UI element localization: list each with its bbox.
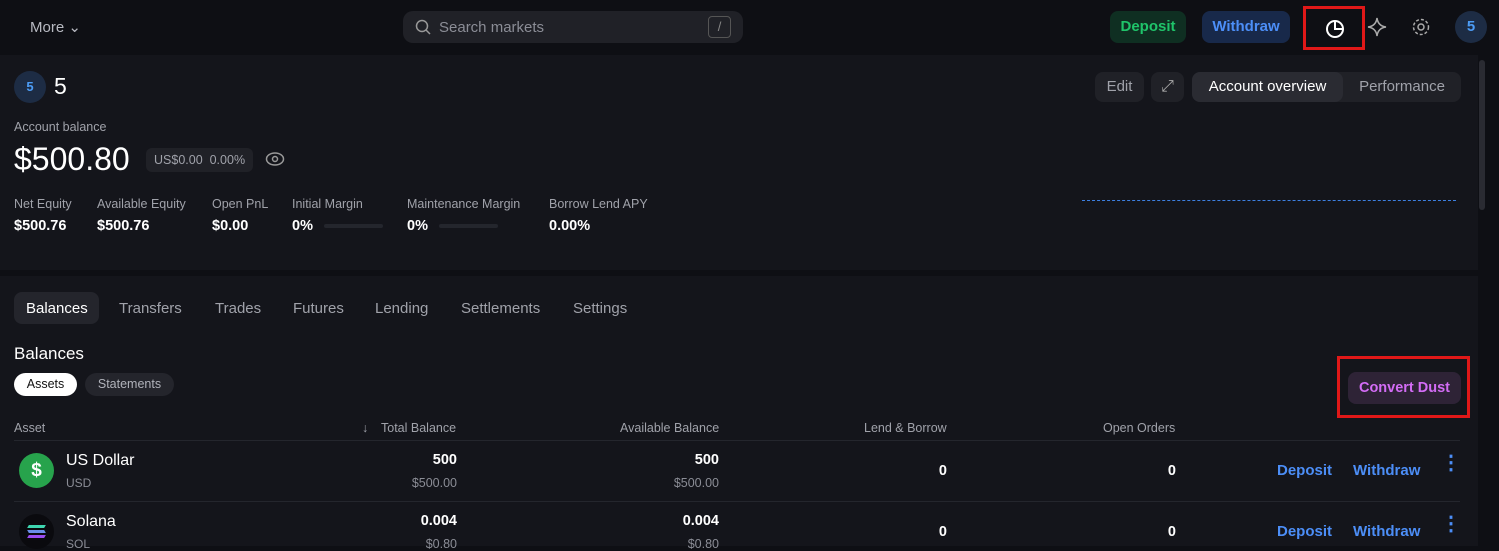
balance-chart-line bbox=[1082, 200, 1456, 201]
balance-change-badge: US$0.00 0.00% bbox=[146, 148, 254, 172]
stat-label: Available Equity bbox=[97, 197, 186, 211]
row-deposit-link[interactable]: Deposit bbox=[1277, 462, 1333, 479]
account-avatar: 5 bbox=[14, 71, 46, 103]
lend-borrow: 0 bbox=[938, 463, 947, 479]
stat-label: Borrow Lend APY bbox=[549, 197, 648, 211]
tab-settings[interactable]: Settings bbox=[573, 300, 628, 317]
search-input[interactable]: Search markets / bbox=[403, 11, 743, 43]
tab-balances[interactable] bbox=[14, 292, 99, 324]
withdraw-button[interactable]: Withdraw bbox=[1202, 11, 1290, 43]
available-balance: 0.004 bbox=[682, 513, 719, 529]
available-equity-value: $500.76 bbox=[97, 218, 150, 234]
more-label: More bbox=[30, 19, 65, 36]
tab-transfers[interactable]: Transfers bbox=[119, 300, 182, 317]
deposit-button[interactable]: Deposit bbox=[1110, 11, 1186, 43]
tab-performance[interactable]: Performance bbox=[1359, 78, 1445, 95]
stat-label: Net Equity bbox=[14, 197, 72, 211]
stat-label: Maintenance Margin bbox=[407, 197, 521, 211]
open-orders: 0 bbox=[1167, 524, 1176, 540]
stat-label: Open PnL bbox=[212, 197, 269, 211]
shortcut-hint: / bbox=[708, 16, 731, 38]
pie-chart-icon bbox=[1326, 20, 1344, 38]
usd-icon: $ bbox=[19, 453, 54, 488]
column-available-balance[interactable]: Available Balance bbox=[620, 421, 720, 435]
gear-icon[interactable] bbox=[1411, 17, 1431, 37]
portfolio-button[interactable] bbox=[1303, 6, 1365, 50]
more-options-icon[interactable]: ⋮ bbox=[1441, 453, 1461, 473]
maintenance-margin-bar bbox=[439, 224, 498, 228]
total-balance: 0.004 bbox=[420, 513, 457, 529]
column-lend-borrow[interactable]: Lend & Borrow bbox=[864, 421, 947, 435]
chevron-down-icon: ⌄ bbox=[68, 19, 81, 36]
column-total-balance[interactable]: Total Balance bbox=[381, 421, 457, 435]
tab-settlements[interactable]: Settlements bbox=[461, 300, 541, 317]
open-pnl-value: $0.00 bbox=[212, 218, 249, 234]
tab-account-overview[interactable]: Account overview bbox=[1192, 72, 1343, 102]
overview-toggle: Account overview Performance bbox=[1192, 72, 1461, 102]
subtab-assets[interactable]: Assets bbox=[14, 373, 77, 396]
eye-icon[interactable] bbox=[265, 151, 285, 167]
column-asset[interactable]: Asset bbox=[14, 421, 46, 435]
change-pct: 0.00% bbox=[209, 153, 246, 167]
total-balance-usd: $0.80 bbox=[425, 537, 457, 551]
open-orders: 0 bbox=[1167, 463, 1176, 479]
sparkle-icon[interactable] bbox=[1367, 17, 1387, 37]
tab-trades[interactable]: Trades bbox=[215, 300, 262, 317]
solana-icon bbox=[19, 514, 54, 549]
balance-label: Account balance bbox=[14, 120, 107, 134]
search-placeholder: Search markets bbox=[439, 19, 545, 36]
search-icon bbox=[415, 19, 431, 35]
row-withdraw-link[interactable]: Withdraw bbox=[1353, 523, 1421, 540]
sort-arrow-down-icon[interactable]: ↓ bbox=[362, 421, 369, 435]
divider bbox=[14, 440, 1460, 441]
asset-name: Solana bbox=[66, 513, 116, 530]
balances-title: Balances bbox=[14, 344, 84, 363]
more-options-icon[interactable]: ⋮ bbox=[1441, 514, 1461, 534]
net-equity-value: $500.76 bbox=[14, 218, 67, 234]
scrollbar[interactable] bbox=[1479, 60, 1485, 210]
row-withdraw-link[interactable]: Withdraw bbox=[1353, 462, 1421, 479]
asset-symbol: SOL bbox=[66, 537, 91, 551]
tab-balances-label: Balances bbox=[26, 300, 88, 317]
maintenance-margin-value: 0% bbox=[407, 218, 428, 234]
total-balance-usd: $500.00 bbox=[411, 476, 457, 490]
convert-dust-button[interactable]: Convert Dust bbox=[1348, 372, 1461, 404]
initial-margin-bar bbox=[324, 224, 383, 228]
row-deposit-link[interactable]: Deposit bbox=[1277, 523, 1333, 540]
lend-borrow: 0 bbox=[938, 524, 947, 540]
total-balance: 500 bbox=[432, 452, 457, 468]
change-value: US$0.00 bbox=[154, 153, 203, 167]
asset-name: US Dollar bbox=[66, 452, 135, 469]
available-balance: 500 bbox=[694, 452, 719, 468]
asset-symbol: USD bbox=[66, 476, 92, 490]
account-balance: $500.80 bbox=[14, 141, 130, 177]
initial-margin-value: 0% bbox=[292, 218, 313, 234]
more-menu[interactable]: More ⌄ bbox=[30, 18, 81, 36]
divider bbox=[14, 501, 1460, 502]
expand-icon[interactable]: ⤢ bbox=[1151, 72, 1184, 102]
tab-lending[interactable]: Lending bbox=[375, 300, 429, 317]
user-avatar[interactable]: 5 bbox=[1455, 11, 1487, 43]
borrow-lend-apy-value: 0.00% bbox=[549, 218, 591, 234]
available-balance-usd: $0.80 bbox=[687, 537, 719, 551]
stat-label: Initial Margin bbox=[292, 197, 363, 211]
column-open-orders[interactable]: Open Orders bbox=[1103, 421, 1176, 435]
subtab-statements[interactable]: Statements bbox=[85, 373, 174, 396]
edit-button[interactable]: Edit bbox=[1095, 72, 1144, 102]
highlight-box bbox=[1337, 356, 1470, 418]
tab-futures[interactable]: Futures bbox=[293, 300, 344, 317]
account-name: 5 bbox=[54, 73, 67, 99]
available-balance-usd: $500.00 bbox=[673, 476, 719, 490]
